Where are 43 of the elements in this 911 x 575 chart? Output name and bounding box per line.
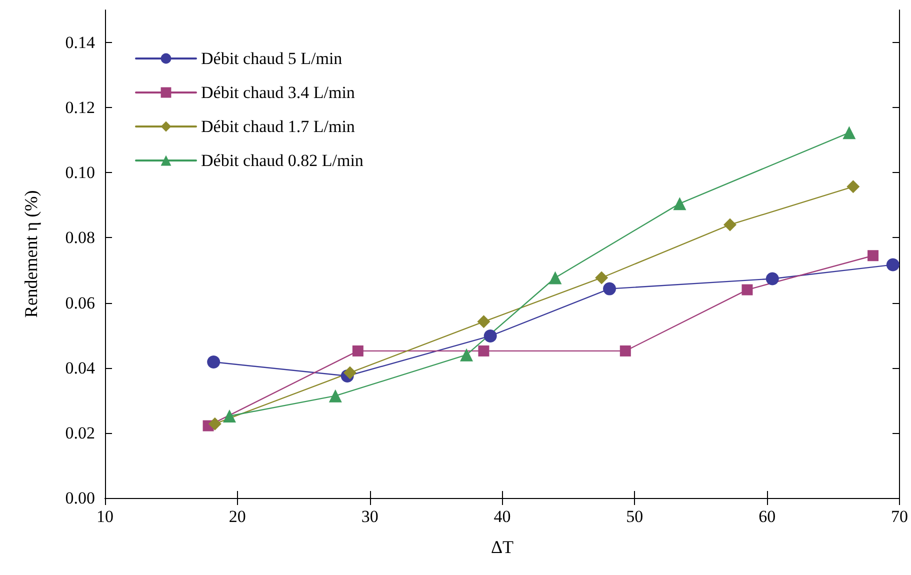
point [673,197,686,210]
point [477,315,490,328]
point [846,180,860,194]
y-tick-label: 0.10 [65,163,95,182]
point [484,329,497,342]
x-tick-label: 60 [758,507,776,526]
y-tick-label: 0.00 [65,488,95,508]
y-tick-label: 0.12 [65,98,95,118]
point [328,389,342,402]
legend-label: Débit chaud 0.82 L/min [201,151,364,170]
y-tick-label: 0.02 [65,423,95,442]
y-tick-label: 0.08 [65,228,95,248]
y-tick-label: 0.04 [65,358,96,378]
point [886,258,900,272]
point [548,271,562,284]
x-tick-label: 10 [96,507,114,526]
y-tick-label: 0.14 [65,33,96,52]
point [460,348,473,362]
point [603,282,616,296]
x-tick-label: 70 [891,507,908,526]
point [842,126,856,140]
legend-label: Débit chaud 3.4 L/min [201,83,356,102]
point [343,366,356,380]
legend-label: Débit chaud 1.7 L/min [201,117,356,136]
x-tick-label: 50 [626,507,644,526]
point [222,410,236,423]
point [208,417,222,430]
point [595,271,608,284]
x-tick-label: 40 [494,507,511,526]
x-axis-title: ΔT [490,537,514,557]
point [742,284,753,296]
point [766,272,779,286]
y-tick-label: 0.06 [65,293,95,312]
x-tick-label: 20 [228,507,246,526]
point [352,345,364,356]
point [478,345,490,356]
point [620,345,631,356]
point [724,218,737,232]
y-axis-title: Rendement η (%) [21,190,41,318]
legend-label: Débit chaud 5 L/min [201,49,343,68]
x-tick-label: 30 [361,507,378,526]
point [207,356,220,369]
point [868,250,879,262]
